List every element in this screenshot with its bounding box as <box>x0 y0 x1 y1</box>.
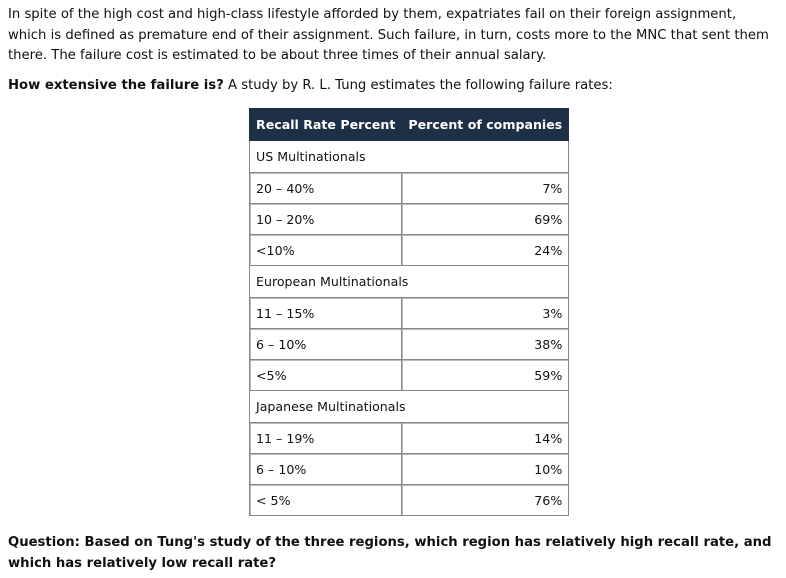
recall-rate-cell: 6 – 10% <box>248 453 403 485</box>
region-row-japanese: Japanese Multinationals <box>248 390 570 423</box>
table-row: 20 – 40% 7% <box>248 172 570 204</box>
table-row: <10% 24% <box>248 234 570 266</box>
recall-rate-cell: 11 – 19% <box>248 422 403 454</box>
region-label: European Multinationals <box>248 265 570 298</box>
percent-cell: 7% <box>401 172 570 204</box>
recall-rate-cell: 20 – 40% <box>248 172 403 204</box>
table-row: 11 – 19% 14% <box>248 422 570 454</box>
lead-rest: A study by R. L. Tung estimates the foll… <box>223 78 613 93</box>
percent-cell: 24% <box>401 234 570 266</box>
lead-sentence: How extensive the failure is? A study by… <box>8 76 778 96</box>
region-row-european: European Multinationals <box>248 265 570 298</box>
recall-rate-cell: <10% <box>248 234 403 266</box>
table-row: < 5% 76% <box>248 484 570 516</box>
region-row-us: US Multinationals <box>248 140 570 173</box>
table-row: 10 – 20% 69% <box>248 203 570 235</box>
percent-cell: 3% <box>401 297 570 329</box>
region-label: Japanese Multinationals <box>248 390 570 423</box>
percent-cell: 59% <box>401 359 570 391</box>
table-row: 11 – 15% 3% <box>248 297 570 329</box>
intro-paragraph: In spite of the high cost and high-class… <box>8 7 769 63</box>
question-paragraph: Question: Based on Tung's study of the t… <box>8 535 772 571</box>
recall-rate-cell: 10 – 20% <box>248 203 403 235</box>
table-row: 6 – 10% 38% <box>248 328 570 360</box>
region-label: US Multinationals <box>248 140 570 173</box>
percent-cell: 38% <box>401 328 570 360</box>
percent-cell: 14% <box>401 422 570 454</box>
lead-bold-question: How extensive the failure is? <box>8 78 224 93</box>
percent-cell: 10% <box>401 453 570 485</box>
table-header-row: Recall Rate Percent Percent of companies <box>248 108 570 141</box>
recall-rate-cell: < 5% <box>248 484 403 516</box>
table-row: <5% 59% <box>248 359 570 391</box>
percent-cell: 76% <box>401 484 570 516</box>
header-recall-rate: Recall Rate Percent <box>248 108 403 141</box>
recall-rate-cell: 11 – 15% <box>248 297 403 329</box>
failure-rates-table: Recall Rate Percent Percent of companies… <box>248 108 570 516</box>
header-percent-companies: Percent of companies <box>401 108 570 141</box>
recall-rate-cell: <5% <box>248 359 403 391</box>
recall-rate-cell: 6 – 10% <box>248 328 403 360</box>
percent-cell: 69% <box>401 203 570 235</box>
table-row: 6 – 10% 10% <box>248 453 570 485</box>
